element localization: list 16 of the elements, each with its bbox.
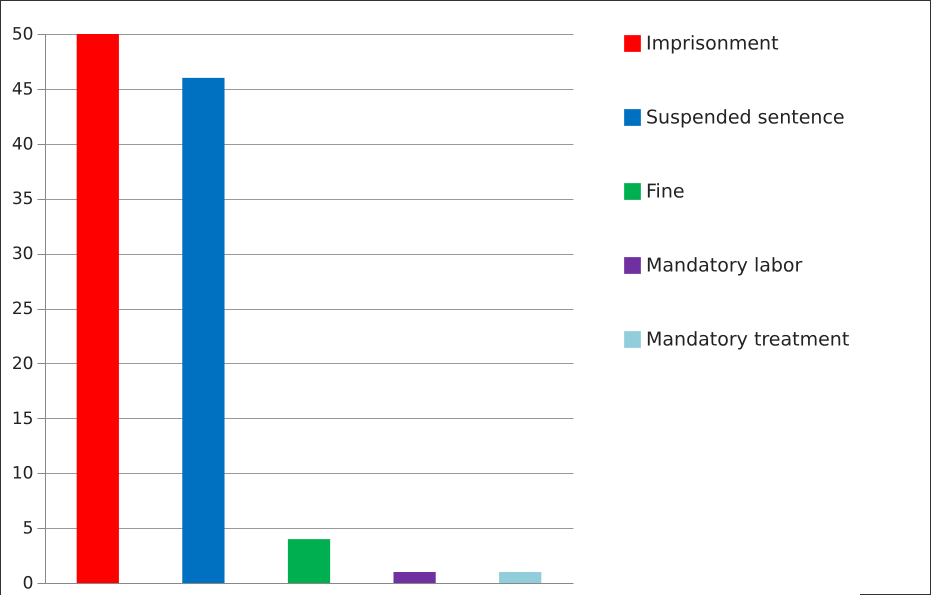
legend-label: Suspended sentence — [646, 106, 845, 128]
y-tick-label: 40 — [12, 134, 34, 154]
y-tick-label: 10 — [12, 464, 34, 484]
y-tick-label: 0 — [22, 574, 34, 594]
y-tick-label: 15 — [12, 408, 34, 429]
y-tick-label: 45 — [12, 79, 34, 100]
y-tick-label: 30 — [12, 244, 34, 264]
y-tick-label: 50 — [12, 24, 34, 44]
legend-label: Mandatory treatment — [646, 328, 850, 350]
y-tick-label: 25 — [12, 299, 34, 319]
legend-label: Imprisonment — [646, 32, 779, 54]
y-tick-label: 20 — [12, 354, 34, 374]
legend-label: Fine — [646, 180, 685, 202]
legend-label: Mandatory labor — [646, 254, 803, 276]
y-tick-label: 5 — [22, 518, 34, 539]
y-tick-label: 35 — [12, 189, 34, 210]
